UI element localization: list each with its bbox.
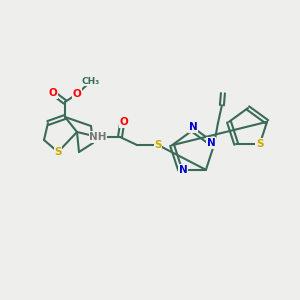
Text: S: S xyxy=(54,147,62,157)
Text: O: O xyxy=(49,88,57,98)
Text: N: N xyxy=(189,122,197,132)
Text: O: O xyxy=(73,89,81,99)
Text: N: N xyxy=(206,138,215,148)
Text: S: S xyxy=(154,140,162,150)
Text: N: N xyxy=(179,165,188,175)
Text: CH₃: CH₃ xyxy=(82,76,100,85)
Text: S: S xyxy=(256,139,263,149)
Text: NH: NH xyxy=(89,132,107,142)
Text: O: O xyxy=(120,117,128,127)
